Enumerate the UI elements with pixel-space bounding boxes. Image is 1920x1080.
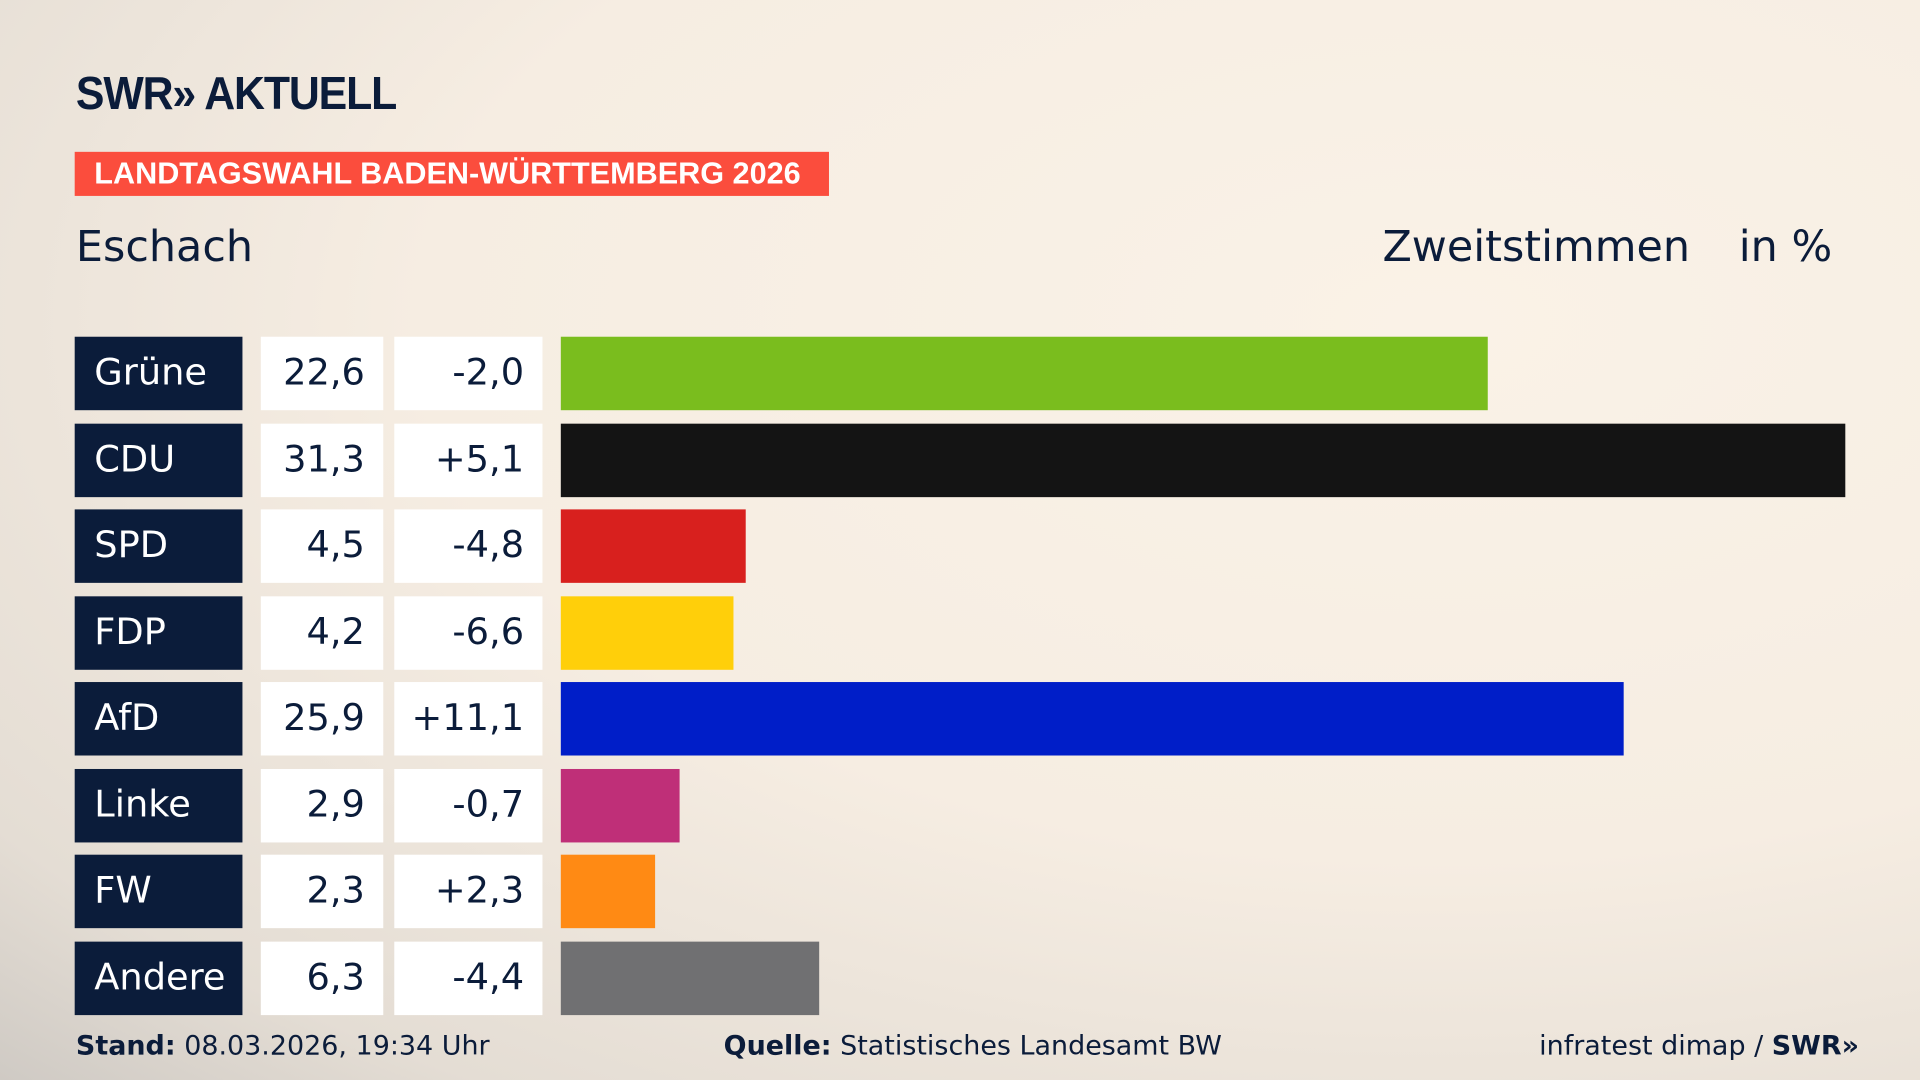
vote-change: -4,4 xyxy=(394,941,543,1015)
vote-change: +11,1 xyxy=(394,682,543,756)
source-value: Statistisches Landesamt BW xyxy=(840,1031,1222,1062)
bar xyxy=(560,768,680,842)
swr-aktuell-logo: SWR» AKTUELL xyxy=(75,68,397,121)
bar xyxy=(560,854,656,929)
election-banner: LANDTAGSWAHL BADEN-WÜRTTEMBERG 2026 xyxy=(74,151,829,196)
bar xyxy=(560,595,734,670)
party-name: Grüne xyxy=(74,336,243,411)
vote-change: -6,6 xyxy=(394,595,543,670)
vote-change: -2,0 xyxy=(394,336,543,411)
stand-label: Stand: xyxy=(75,1031,176,1062)
vote-share: 25,9 xyxy=(260,682,384,756)
party-name: FDP xyxy=(74,595,243,670)
bar xyxy=(560,423,1846,497)
party-name: SPD xyxy=(74,509,243,583)
vote-share: 4,2 xyxy=(260,595,384,670)
measure-label: Zweitstimmen xyxy=(1382,222,1691,272)
vote-share: 6,3 xyxy=(260,941,384,1015)
vote-change: -0,7 xyxy=(394,768,543,842)
party-name: Andere xyxy=(74,941,243,1015)
credit-text: infratest dimap / xyxy=(1539,1031,1772,1062)
region-title: Eschach xyxy=(75,222,254,272)
vote-share: 22,6 xyxy=(260,336,384,411)
bar xyxy=(560,941,820,1015)
party-name: FW xyxy=(74,854,243,929)
source: Quelle: Statistisches Landesamt BW xyxy=(724,1031,1222,1062)
stand-value: 08.03.2026, 19:34 Uhr xyxy=(184,1031,490,1062)
bar xyxy=(560,509,746,583)
bar xyxy=(560,336,1489,411)
credit: infratest dimap / SWR» xyxy=(1539,1031,1859,1062)
party-name: CDU xyxy=(74,423,243,497)
vote-share: 4,5 xyxy=(260,509,384,583)
vote-change: -4,8 xyxy=(394,509,543,583)
bar xyxy=(560,682,1624,756)
swr-logo-small: SWR» xyxy=(1771,1031,1860,1062)
source-label: Quelle: xyxy=(723,1031,832,1062)
party-name: Linke xyxy=(74,768,243,842)
vote-share: 2,3 xyxy=(260,854,384,929)
party-name: AfD xyxy=(74,682,243,756)
timestamp: Stand: 08.03.2026, 19:34 Uhr xyxy=(76,1031,490,1062)
vote-change: +2,3 xyxy=(394,854,543,929)
vote-share: 31,3 xyxy=(260,423,384,497)
vote-share: 2,9 xyxy=(260,768,384,842)
vote-change: +5,1 xyxy=(394,423,543,497)
unit-label: in % xyxy=(1738,222,1833,272)
